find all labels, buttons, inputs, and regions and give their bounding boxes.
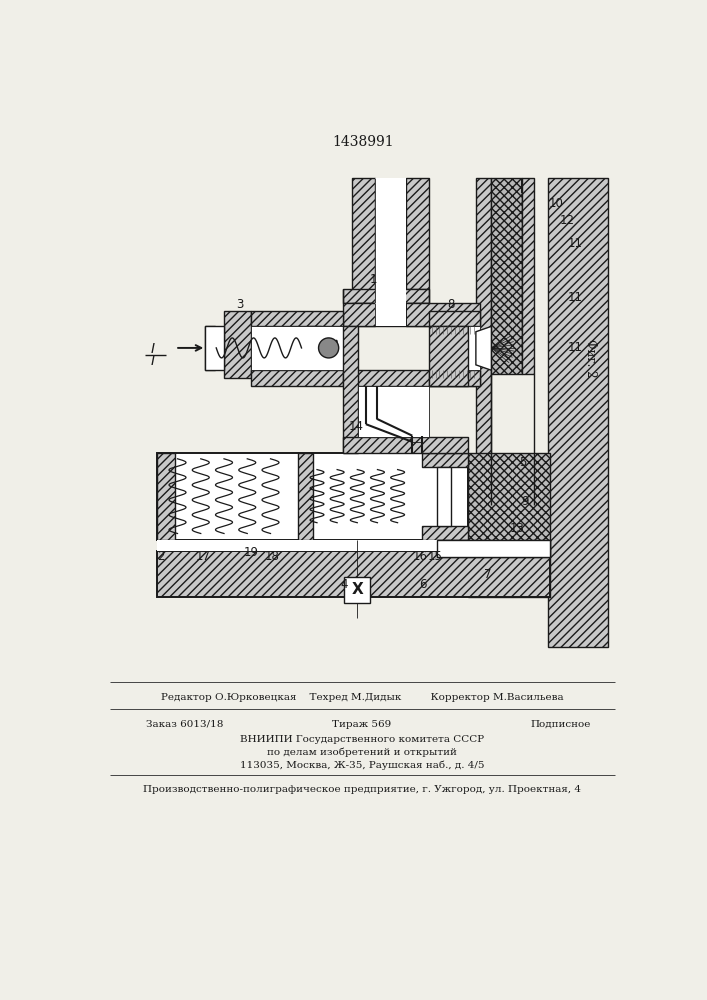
Text: 17: 17 (196, 550, 211, 563)
Polygon shape (406, 303, 429, 326)
Text: Редактор О.Юрковецкая    Техред М.Дидык         Корректор М.Васильева: Редактор О.Юрковецкая Техред М.Дидык Кор… (160, 693, 563, 702)
Polygon shape (522, 178, 534, 374)
Text: 6: 6 (419, 578, 427, 591)
Polygon shape (204, 326, 215, 370)
Polygon shape (156, 551, 549, 597)
Bar (437, 540, 549, 557)
Text: 1438991: 1438991 (332, 135, 394, 149)
Polygon shape (352, 303, 375, 326)
Bar (344, 577, 370, 603)
Text: I: I (151, 354, 155, 368)
Text: Производственно-полиграфическое предприятие, г. Ужгород, ул. Проектная, 4: Производственно-полиграфическое предприя… (143, 785, 581, 794)
Text: по делам изобретений и открытий: по делам изобретений и открытий (267, 747, 457, 757)
Polygon shape (429, 326, 468, 386)
Text: 15: 15 (428, 550, 443, 563)
Polygon shape (251, 311, 343, 326)
Polygon shape (476, 326, 491, 370)
Bar (156, 540, 470, 551)
Polygon shape (352, 178, 375, 319)
Text: 12: 12 (560, 214, 575, 227)
Text: 9: 9 (521, 495, 528, 508)
Text: Тираж 569: Тираж 569 (332, 720, 392, 729)
Polygon shape (421, 453, 468, 466)
Polygon shape (491, 178, 522, 374)
Polygon shape (343, 326, 358, 453)
Bar (358, 386, 429, 437)
Text: 7: 7 (484, 568, 491, 581)
Polygon shape (307, 326, 321, 370)
Bar (156, 453, 468, 540)
Bar (251, 326, 343, 370)
Polygon shape (437, 540, 549, 557)
Text: 10: 10 (548, 197, 563, 210)
Text: 113035, Москва, Ж-35, Раушская наб., д. 4/5: 113035, Москва, Ж-35, Раушская наб., д. … (240, 761, 484, 770)
Text: ВНИИПИ Государственного комитета СССР: ВНИИПИ Государственного комитета СССР (240, 735, 484, 744)
Bar (437, 466, 451, 526)
Polygon shape (343, 289, 429, 303)
Polygon shape (548, 178, 607, 647)
Text: 13: 13 (510, 522, 525, 535)
Polygon shape (224, 311, 251, 378)
Polygon shape (343, 437, 468, 453)
Polygon shape (476, 178, 491, 505)
Text: 4: 4 (340, 578, 348, 591)
Bar (204, 326, 224, 370)
Polygon shape (343, 370, 480, 386)
Circle shape (319, 338, 339, 358)
Text: Заказ 6013/18: Заказ 6013/18 (146, 720, 224, 729)
Polygon shape (251, 370, 343, 386)
Text: 2: 2 (157, 550, 164, 563)
Polygon shape (406, 178, 429, 289)
Polygon shape (298, 453, 313, 540)
Text: Подписное: Подписное (530, 720, 590, 729)
Text: 1: 1 (370, 273, 378, 286)
Text: I: I (151, 342, 155, 356)
Text: 11: 11 (568, 237, 583, 250)
Polygon shape (156, 453, 175, 540)
Text: 5: 5 (519, 456, 526, 469)
Text: 14: 14 (349, 420, 363, 433)
Polygon shape (343, 303, 480, 326)
Text: 19: 19 (244, 546, 259, 559)
Polygon shape (429, 370, 480, 386)
Text: 11: 11 (568, 291, 583, 304)
Bar (375, 178, 406, 319)
Text: 18: 18 (264, 550, 279, 563)
Text: 16: 16 (413, 550, 428, 563)
Polygon shape (421, 526, 468, 540)
Text: 11: 11 (568, 341, 583, 354)
Polygon shape (468, 453, 549, 597)
Text: 3: 3 (236, 298, 243, 311)
Text: Фиг. 2: Фиг. 2 (584, 339, 597, 378)
Bar (429, 326, 480, 370)
Text: X: X (351, 582, 363, 597)
Polygon shape (429, 311, 480, 326)
Bar (375, 303, 406, 326)
Bar (375, 303, 406, 326)
Text: 8: 8 (448, 298, 455, 311)
